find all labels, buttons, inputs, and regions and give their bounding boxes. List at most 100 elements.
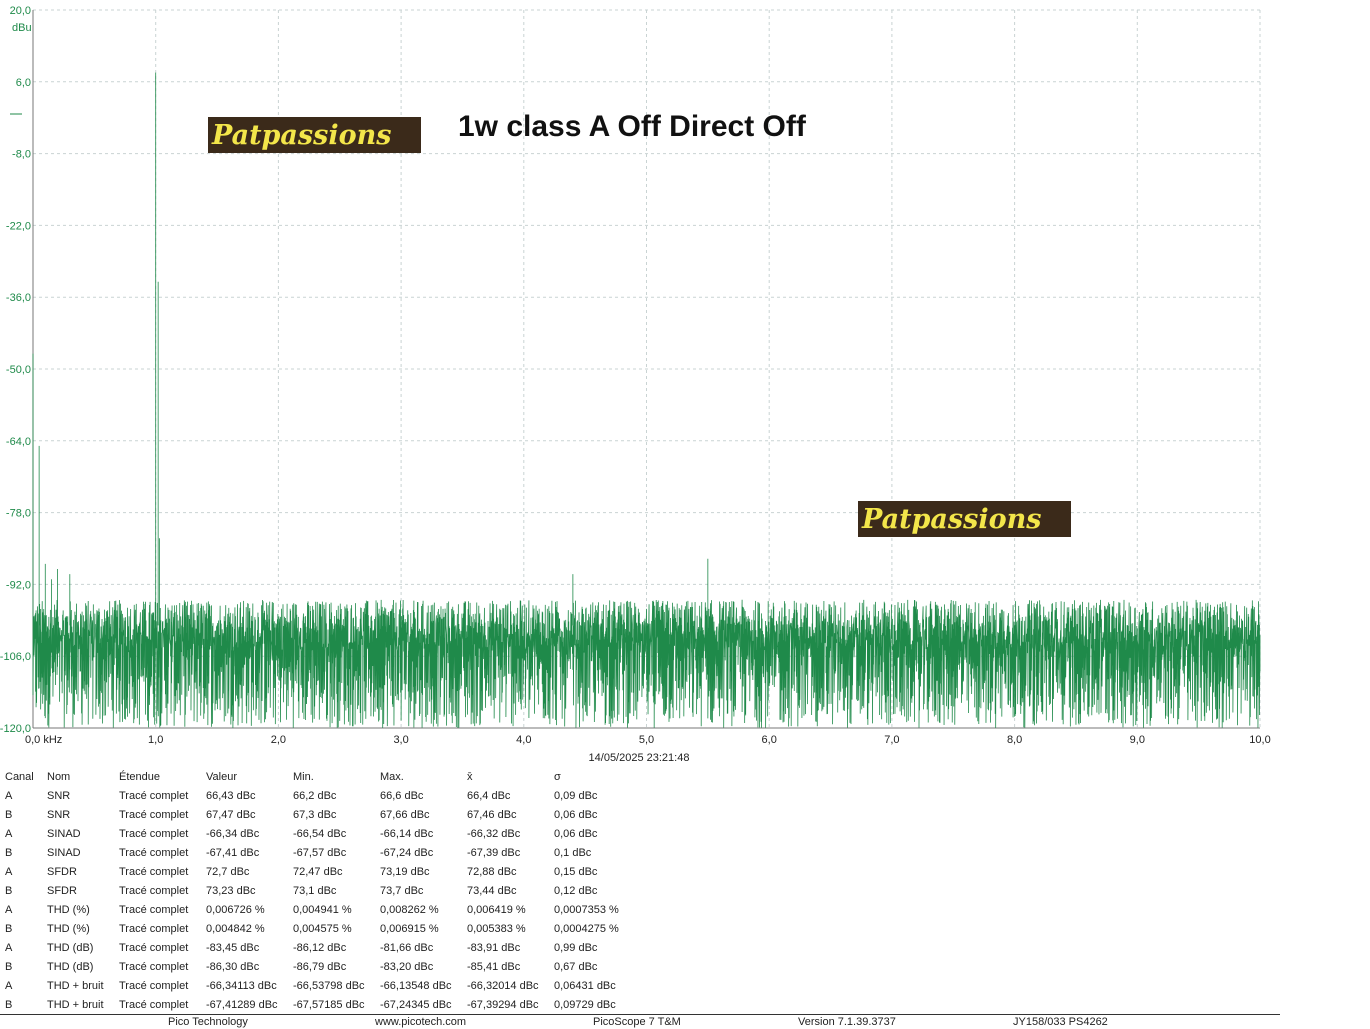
cell-canal: B: [5, 885, 13, 897]
watermark-logo-bottom-text: Patpassions: [861, 504, 1041, 535]
cell-etendue: Tracé complet: [119, 790, 189, 802]
cell-nom: THD (%): [47, 923, 90, 935]
footer-company: Pico Technology: [168, 1016, 248, 1028]
y-tick-label: -22,0: [6, 220, 31, 232]
header-nom: Nom: [47, 771, 71, 783]
cell-canal: A: [5, 828, 13, 840]
cell-max: 73,7 dBc: [380, 885, 424, 897]
cell-etendue: Tracé complet: [119, 847, 189, 859]
cell-valeur: -86,30 dBc: [206, 961, 260, 973]
header-min: Min.: [293, 771, 314, 783]
cell-mean: 67,46 dBc: [467, 809, 517, 821]
cell-mean: 0,006419 %: [467, 904, 526, 916]
cell-nom: THD + bruit: [47, 999, 104, 1011]
cell-canal: A: [5, 790, 13, 802]
cell-valeur: 73,23 dBc: [206, 885, 256, 897]
cell-etendue: Tracé complet: [119, 980, 189, 992]
cell-mean: -83,91 dBc: [467, 942, 521, 954]
cell-canal: B: [5, 961, 13, 973]
x-tick-label: 2,0: [271, 734, 286, 746]
cell-etendue: Tracé complet: [119, 809, 189, 821]
cell-nom: THD (dB): [47, 961, 94, 973]
x-origin-label: 0,0 kHz: [25, 734, 62, 746]
cell-mean: -67,39294 dBc: [467, 999, 539, 1011]
header-max: Max.: [380, 771, 404, 783]
cell-sigma: 0,09 dBc: [554, 790, 598, 802]
y-tick-labels: 20,0 6,0 -8,0 -22,0 -36,0 -50,0 -64,0 -78,0 -92,…: [0, 5, 31, 735]
cell-max: 0,006915 %: [380, 923, 439, 935]
cell-sigma: 0,0007353 %: [554, 904, 619, 916]
cell-max: -67,24 dBc: [380, 847, 434, 859]
cell-canal: B: [5, 809, 13, 821]
cell-valeur: -67,41289 dBc: [206, 999, 278, 1011]
y-tick-label: 6,0: [16, 77, 31, 89]
cell-mean: 73,44 dBc: [467, 885, 517, 897]
cell-mean: 66,4 dBc: [467, 790, 511, 802]
spectrum-chart: 20,0 6,0 -8,0 -22,0 -36,0 -50,0 -64,0 -78,0 -92,…: [0, 5, 1271, 764]
cell-etendue: Tracé complet: [119, 885, 189, 897]
cell-valeur: -66,34 dBc: [206, 828, 260, 840]
x-tick-label: 4,0: [516, 734, 531, 746]
cell-canal: A: [5, 866, 13, 878]
cell-min: -66,53798 dBc: [293, 980, 365, 992]
y-tick-label: -106,0: [0, 651, 31, 663]
footer-version: Version 7.1.39.3737: [798, 1016, 896, 1028]
cell-valeur: -83,45 dBc: [206, 942, 260, 954]
footer-product: PicoScope 7 T&M: [593, 1016, 681, 1028]
cell-sigma: 0,67 dBc: [554, 961, 598, 973]
watermark-logo-top: Patpassions: [208, 117, 421, 153]
cell-canal: B: [5, 847, 13, 859]
cell-etendue: Tracé complet: [119, 999, 189, 1011]
cell-mean: -85,41 dBc: [467, 961, 521, 973]
cell-max: -66,13548 dBc: [380, 980, 452, 992]
cell-nom: SNR: [47, 809, 71, 821]
cell-nom: SNR: [47, 790, 71, 802]
y-tick-label: 20,0: [10, 5, 31, 17]
y-tick-label: -64,0: [6, 436, 31, 448]
y-tick-label: -92,0: [6, 579, 31, 591]
cell-max: 73,19 dBc: [380, 866, 430, 878]
cell-mean: 72,88 dBc: [467, 866, 517, 878]
cell-etendue: Tracé complet: [119, 961, 189, 973]
cell-valeur: 72,7 dBc: [206, 866, 250, 878]
cell-etendue: Tracé complet: [119, 828, 189, 840]
watermark-logo-bottom: Patpassions: [858, 501, 1071, 537]
cell-min: -67,57 dBc: [293, 847, 347, 859]
cell-canal: B: [5, 999, 13, 1011]
cell-sigma: 0,0004275 %: [554, 923, 619, 935]
cell-valeur: 66,43 dBc: [206, 790, 256, 802]
cell-canal: A: [5, 980, 13, 992]
cell-nom: SINAD: [47, 828, 81, 840]
cell-valeur: -67,41 dBc: [206, 847, 260, 859]
cell-mean: 0,005383 %: [467, 923, 526, 935]
x-tick-label: 10,0: [1249, 734, 1270, 746]
y-tick-label: -120,0: [0, 723, 31, 735]
x-tick-label: 1,0: [148, 734, 163, 746]
cell-max: -81,66 dBc: [380, 942, 434, 954]
cell-mean: -67,39 dBc: [467, 847, 521, 859]
cell-sigma: 0,1 dBc: [554, 847, 592, 859]
header-etendue: Étendue: [119, 771, 160, 783]
cell-max: 0,008262 %: [380, 904, 439, 916]
cell-nom: THD (dB): [47, 942, 94, 954]
cell-min: 72,47 dBc: [293, 866, 343, 878]
cell-max: 67,66 dBc: [380, 809, 430, 821]
series-channel-a: [32, 72, 1261, 728]
cell-valeur: 0,004842 %: [206, 923, 265, 935]
cell-min: 73,1 dBc: [293, 885, 337, 897]
cell-min: -67,57185 dBc: [293, 999, 365, 1011]
cell-min: 67,3 dBc: [293, 809, 337, 821]
cell-sigma: 0,06431 dBc: [554, 980, 616, 992]
cell-max: 66,6 dBc: [380, 790, 424, 802]
y-tick-label: -36,0: [6, 292, 31, 304]
cell-sigma: 0,06 dBc: [554, 828, 598, 840]
cell-etendue: Tracé complet: [119, 904, 189, 916]
cell-sigma: 0,15 dBc: [554, 866, 598, 878]
cell-sigma: 0,12 dBc: [554, 885, 598, 897]
cell-min: 0,004575 %: [293, 923, 352, 935]
y-tick-label: -50,0: [6, 364, 31, 376]
cell-canal: A: [5, 904, 13, 916]
cell-nom: THD + bruit: [47, 980, 104, 992]
header-valeur: Valeur: [206, 771, 237, 783]
x-tick-label: 9,0: [1130, 734, 1145, 746]
